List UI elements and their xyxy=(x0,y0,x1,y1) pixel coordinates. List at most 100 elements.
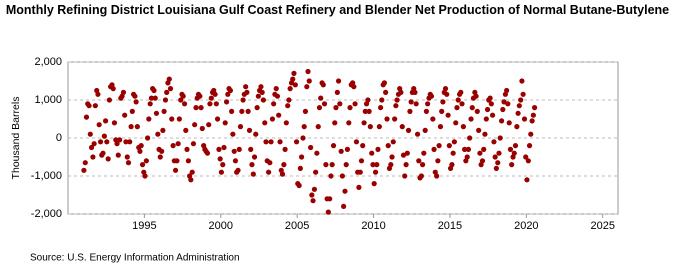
point xyxy=(492,154,498,160)
point xyxy=(402,173,408,179)
point xyxy=(183,127,189,133)
point xyxy=(512,143,519,149)
point xyxy=(172,167,179,173)
point xyxy=(231,148,237,154)
point xyxy=(372,169,379,175)
point xyxy=(444,91,450,97)
point xyxy=(143,158,149,164)
point xyxy=(311,186,318,192)
point xyxy=(428,93,435,99)
point xyxy=(212,91,218,97)
point xyxy=(176,116,182,122)
point xyxy=(358,158,365,164)
point xyxy=(449,162,455,168)
point xyxy=(450,150,456,156)
point xyxy=(253,131,259,137)
point xyxy=(96,122,102,128)
point xyxy=(206,122,212,128)
point xyxy=(248,146,254,152)
point xyxy=(418,173,424,179)
point xyxy=(157,154,163,160)
point xyxy=(421,150,427,156)
point xyxy=(296,182,302,189)
point xyxy=(362,108,368,114)
point xyxy=(344,146,351,152)
point xyxy=(300,135,306,141)
point xyxy=(318,95,324,101)
point xyxy=(95,91,101,97)
point xyxy=(82,160,88,166)
point xyxy=(519,78,525,84)
point xyxy=(390,139,396,145)
point xyxy=(425,101,431,107)
point xyxy=(493,165,499,171)
point xyxy=(370,162,376,168)
point xyxy=(374,162,380,168)
point xyxy=(323,162,329,168)
point xyxy=(221,144,227,151)
point xyxy=(290,76,296,82)
point xyxy=(175,141,181,147)
point xyxy=(138,143,144,149)
point xyxy=(507,146,514,152)
point xyxy=(464,154,470,160)
point xyxy=(459,101,465,107)
point xyxy=(274,93,281,99)
point xyxy=(148,95,155,101)
point xyxy=(308,144,314,151)
x-tick-label: 2000 xyxy=(209,220,233,232)
point xyxy=(167,86,174,92)
point xyxy=(422,127,428,133)
point xyxy=(301,124,307,130)
point xyxy=(184,146,190,152)
point xyxy=(251,154,258,160)
point xyxy=(528,131,534,137)
point xyxy=(376,124,382,130)
point xyxy=(169,116,175,122)
point xyxy=(483,116,489,122)
point xyxy=(292,82,298,88)
point xyxy=(392,116,398,122)
point xyxy=(504,87,510,94)
point xyxy=(255,93,261,99)
point xyxy=(166,76,172,82)
y-tick-label: 2,000 xyxy=(34,56,62,68)
point xyxy=(314,150,320,156)
point xyxy=(227,87,234,94)
point xyxy=(144,135,151,141)
x-tick-label: 1995 xyxy=(132,220,156,232)
point xyxy=(484,106,491,113)
point xyxy=(442,86,449,92)
point xyxy=(367,124,373,130)
point xyxy=(351,84,357,90)
point xyxy=(217,156,223,162)
point xyxy=(225,91,231,97)
point xyxy=(218,169,224,175)
point xyxy=(446,143,452,149)
point xyxy=(162,97,169,103)
point xyxy=(377,105,384,111)
point xyxy=(435,158,441,164)
point xyxy=(521,116,528,122)
x-tick-label: 2010 xyxy=(361,220,385,232)
point xyxy=(90,154,96,160)
point xyxy=(516,103,522,109)
point xyxy=(123,139,129,145)
point xyxy=(245,108,251,114)
point xyxy=(530,112,536,118)
point xyxy=(204,150,211,156)
point xyxy=(223,99,230,105)
point xyxy=(91,141,97,147)
point xyxy=(142,173,148,179)
point xyxy=(330,143,337,149)
point xyxy=(379,97,385,103)
point xyxy=(389,154,395,160)
point xyxy=(92,103,98,109)
point xyxy=(185,158,191,164)
point xyxy=(309,192,315,198)
point xyxy=(243,84,249,90)
point xyxy=(115,152,121,158)
point xyxy=(249,162,255,168)
point xyxy=(128,124,134,130)
